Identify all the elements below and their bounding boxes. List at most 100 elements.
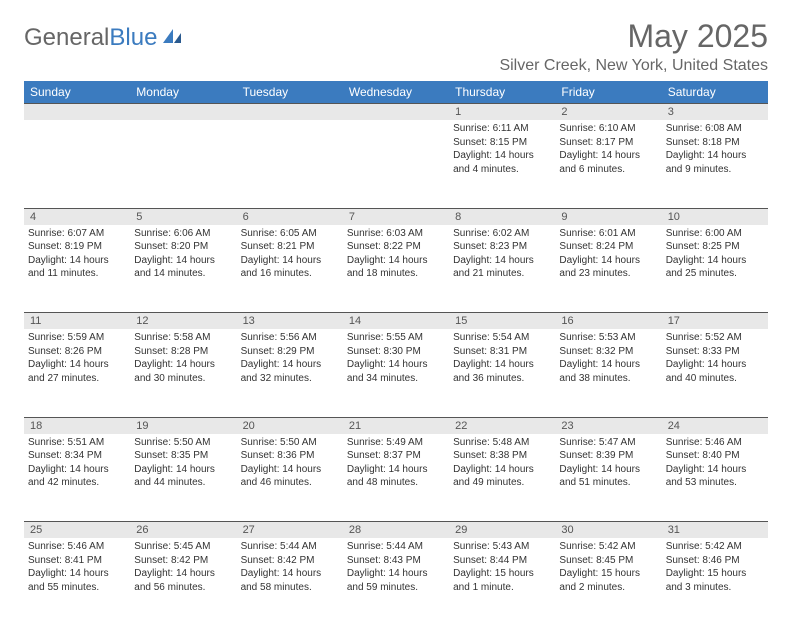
day-cell: Sunrise: 5:50 AMSunset: 8:36 PMDaylight:… [237, 434, 343, 522]
day-cell: Sunrise: 5:43 AMSunset: 8:44 PMDaylight:… [449, 538, 555, 626]
daylight-text: Daylight: 14 hours and 49 minutes. [453, 463, 551, 490]
day-number: 31 [662, 522, 768, 539]
day-number: 24 [662, 417, 768, 434]
week-2-info: Sunrise: 5:59 AMSunset: 8:26 PMDaylight:… [24, 329, 768, 417]
daylight-text: Daylight: 14 hours and 58 minutes. [241, 567, 339, 594]
week-0-info: Sunrise: 6:11 AMSunset: 8:15 PMDaylight:… [24, 120, 768, 208]
logo-text-2: Blue [109, 24, 157, 52]
sunrise-text: Sunrise: 6:07 AM [28, 227, 126, 241]
day-cell: Sunrise: 6:01 AMSunset: 8:24 PMDaylight:… [555, 225, 661, 313]
sunset-text: Sunset: 8:25 PM [666, 240, 764, 254]
day-cell: Sunrise: 5:42 AMSunset: 8:46 PMDaylight:… [662, 538, 768, 626]
week-1-numbers: 45678910 [24, 208, 768, 225]
daylight-text: Daylight: 14 hours and 36 minutes. [453, 358, 551, 385]
sunset-text: Sunset: 8:42 PM [134, 554, 232, 568]
daylight-text: Daylight: 14 hours and 32 minutes. [241, 358, 339, 385]
day-cell: Sunrise: 6:11 AMSunset: 8:15 PMDaylight:… [449, 120, 555, 208]
daylight-text: Daylight: 14 hours and 27 minutes. [28, 358, 126, 385]
day-cell: Sunrise: 6:00 AMSunset: 8:25 PMDaylight:… [662, 225, 768, 313]
sunset-text: Sunset: 8:20 PM [134, 240, 232, 254]
day-cell [24, 120, 130, 208]
week-3-info: Sunrise: 5:51 AMSunset: 8:34 PMDaylight:… [24, 434, 768, 522]
title-block: May 2025 Silver Creek, New York, United … [499, 18, 768, 75]
day-cell: Sunrise: 5:46 AMSunset: 8:40 PMDaylight:… [662, 434, 768, 522]
day-cell: Sunrise: 5:51 AMSunset: 8:34 PMDaylight:… [24, 434, 130, 522]
sunrise-text: Sunrise: 6:03 AM [347, 227, 445, 241]
day-cell: Sunrise: 5:46 AMSunset: 8:41 PMDaylight:… [24, 538, 130, 626]
day-cell: Sunrise: 5:55 AMSunset: 8:30 PMDaylight:… [343, 329, 449, 417]
sunrise-text: Sunrise: 5:55 AM [347, 331, 445, 345]
sunrise-text: Sunrise: 5:50 AM [241, 436, 339, 450]
daylight-text: Daylight: 14 hours and 34 minutes. [347, 358, 445, 385]
daylight-text: Daylight: 14 hours and 30 minutes. [134, 358, 232, 385]
day-number: 1 [449, 104, 555, 121]
day-cell: Sunrise: 5:49 AMSunset: 8:37 PMDaylight:… [343, 434, 449, 522]
sunset-text: Sunset: 8:46 PM [666, 554, 764, 568]
daylight-text: Daylight: 14 hours and 51 minutes. [559, 463, 657, 490]
daylight-text: Daylight: 14 hours and 25 minutes. [666, 254, 764, 281]
day-number: 28 [343, 522, 449, 539]
sunrise-text: Sunrise: 5:51 AM [28, 436, 126, 450]
day-cell: Sunrise: 6:06 AMSunset: 8:20 PMDaylight:… [130, 225, 236, 313]
sunrise-text: Sunrise: 5:43 AM [453, 540, 551, 554]
sunrise-text: Sunrise: 6:10 AM [559, 122, 657, 136]
daylight-text: Daylight: 14 hours and 18 minutes. [347, 254, 445, 281]
day-header-row: SundayMondayTuesdayWednesdayThursdayFrid… [24, 81, 768, 104]
sunset-text: Sunset: 8:32 PM [559, 345, 657, 359]
daylight-text: Daylight: 14 hours and 23 minutes. [559, 254, 657, 281]
day-header-saturday: Saturday [662, 81, 768, 104]
day-cell: Sunrise: 5:42 AMSunset: 8:45 PMDaylight:… [555, 538, 661, 626]
day-number: 30 [555, 522, 661, 539]
daylight-text: Daylight: 14 hours and 55 minutes. [28, 567, 126, 594]
sunrise-text: Sunrise: 5:49 AM [347, 436, 445, 450]
daylight-text: Daylight: 14 hours and 11 minutes. [28, 254, 126, 281]
day-header-wednesday: Wednesday [343, 81, 449, 104]
sunrise-text: Sunrise: 6:08 AM [666, 122, 764, 136]
day-cell: Sunrise: 6:03 AMSunset: 8:22 PMDaylight:… [343, 225, 449, 313]
day-number: 19 [130, 417, 236, 434]
sunset-text: Sunset: 8:37 PM [347, 449, 445, 463]
day-cell: Sunrise: 5:47 AMSunset: 8:39 PMDaylight:… [555, 434, 661, 522]
daylight-text: Daylight: 14 hours and 21 minutes. [453, 254, 551, 281]
sunset-text: Sunset: 8:41 PM [28, 554, 126, 568]
sunrise-text: Sunrise: 5:53 AM [559, 331, 657, 345]
sunset-text: Sunset: 8:43 PM [347, 554, 445, 568]
week-0-numbers: 123 [24, 104, 768, 121]
sunrise-text: Sunrise: 5:47 AM [559, 436, 657, 450]
daylight-text: Daylight: 14 hours and 16 minutes. [241, 254, 339, 281]
daylight-text: Daylight: 14 hours and 4 minutes. [453, 149, 551, 176]
logo-text-1: General [24, 24, 109, 52]
day-cell: Sunrise: 6:02 AMSunset: 8:23 PMDaylight:… [449, 225, 555, 313]
day-number [343, 104, 449, 121]
sunset-text: Sunset: 8:15 PM [453, 136, 551, 150]
sunset-text: Sunset: 8:26 PM [28, 345, 126, 359]
sunset-text: Sunset: 8:36 PM [241, 449, 339, 463]
daylight-text: Daylight: 14 hours and 53 minutes. [666, 463, 764, 490]
sunrise-text: Sunrise: 6:01 AM [559, 227, 657, 241]
sunrise-text: Sunrise: 5:44 AM [241, 540, 339, 554]
daylight-text: Daylight: 14 hours and 46 minutes. [241, 463, 339, 490]
sunrise-text: Sunrise: 5:44 AM [347, 540, 445, 554]
daylight-text: Daylight: 14 hours and 6 minutes. [559, 149, 657, 176]
day-cell: Sunrise: 5:52 AMSunset: 8:33 PMDaylight:… [662, 329, 768, 417]
day-header-thursday: Thursday [449, 81, 555, 104]
day-number: 16 [555, 313, 661, 330]
page-header: GeneralBlue May 2025 Silver Creek, New Y… [24, 18, 768, 75]
day-number: 7 [343, 208, 449, 225]
daylight-text: Daylight: 14 hours and 40 minutes. [666, 358, 764, 385]
day-header-monday: Monday [130, 81, 236, 104]
day-cell: Sunrise: 5:59 AMSunset: 8:26 PMDaylight:… [24, 329, 130, 417]
sunrise-text: Sunrise: 5:52 AM [666, 331, 764, 345]
logo-sail-icon [161, 24, 183, 52]
sunrise-text: Sunrise: 5:58 AM [134, 331, 232, 345]
sunrise-text: Sunrise: 5:54 AM [453, 331, 551, 345]
location-text: Silver Creek, New York, United States [499, 57, 768, 75]
sunrise-text: Sunrise: 6:06 AM [134, 227, 232, 241]
day-number: 25 [24, 522, 130, 539]
calendar-table: SundayMondayTuesdayWednesdayThursdayFrid… [24, 81, 768, 626]
daylight-text: Daylight: 15 hours and 2 minutes. [559, 567, 657, 594]
sunset-text: Sunset: 8:29 PM [241, 345, 339, 359]
day-number: 6 [237, 208, 343, 225]
day-cell: Sunrise: 5:56 AMSunset: 8:29 PMDaylight:… [237, 329, 343, 417]
sunset-text: Sunset: 8:44 PM [453, 554, 551, 568]
